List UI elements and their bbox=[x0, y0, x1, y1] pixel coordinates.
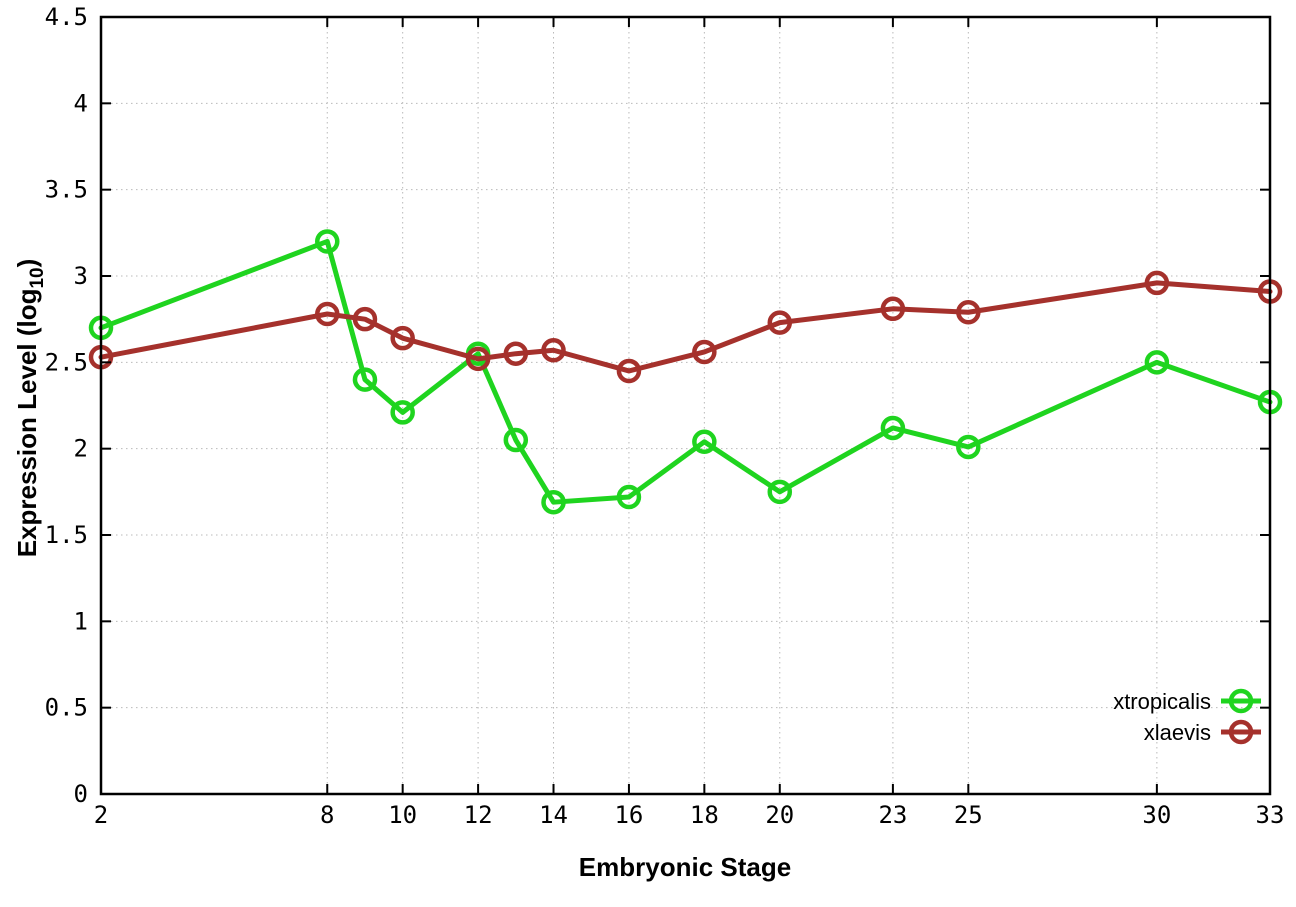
y-tick-label: 1.5 bbox=[45, 521, 88, 549]
plot-border bbox=[99, 15, 1272, 796]
data-point-xlaevis bbox=[692, 339, 717, 365]
data-point-xlaevis bbox=[1144, 270, 1170, 296]
y-axis-title-main: Expression Level (log bbox=[12, 289, 42, 558]
data-point-xlaevis bbox=[880, 296, 906, 322]
data-point-xtropicalis bbox=[503, 427, 529, 453]
legend: xtropicalis xlaevis bbox=[1113, 688, 1261, 745]
data-point-xlaevis bbox=[465, 346, 491, 372]
y-axis-title-close: ) bbox=[12, 259, 42, 268]
y-tick-label: 0.5 bbox=[45, 694, 88, 722]
x-tick-label: 8 bbox=[320, 801, 334, 829]
data-point-xlaevis bbox=[352, 306, 378, 332]
ticks-layer bbox=[100, 16, 1271, 795]
legend-item-xtropicalis: xtropicalis bbox=[1113, 688, 1261, 714]
y-tick-label: 3.5 bbox=[45, 176, 88, 204]
series-line-xtropicalis bbox=[98, 238, 1273, 505]
legend-marker-xtropicalis bbox=[1228, 688, 1254, 714]
x-tick-label: 16 bbox=[614, 801, 643, 829]
y-tick-label: 2.5 bbox=[45, 348, 88, 376]
data-point-xlaevis bbox=[767, 310, 793, 335]
x-tick-label: 12 bbox=[464, 801, 493, 829]
data-point-xtropicalis bbox=[692, 429, 717, 455]
data-point-xlaevis bbox=[390, 325, 415, 351]
x-tick-label: 25 bbox=[954, 801, 983, 829]
grid-layer bbox=[100, 16, 1271, 795]
legend-label-xtropicalis: xtropicalis bbox=[1113, 689, 1211, 714]
x-tick-label: 30 bbox=[1142, 801, 1171, 829]
tick-labels-layer: 2 8 10 12 14 16 18 20 23 25 30 33 0 0.5 1 1.5 2 2.5 3 3.5 4 4… bbox=[45, 3, 1285, 829]
x-tick-label: 33 bbox=[1256, 801, 1285, 829]
legend-item-xlaevis: xlaevis bbox=[1144, 719, 1261, 745]
data-point-xtropicalis bbox=[315, 229, 340, 254]
data-point-xtropicalis bbox=[390, 400, 415, 425]
x-tick-label: 23 bbox=[878, 801, 907, 829]
x-tick-label: 14 bbox=[539, 801, 568, 829]
y-tick-label: 2 bbox=[74, 435, 88, 463]
data-point-xlaevis bbox=[956, 300, 981, 325]
data-point-xtropicalis bbox=[767, 479, 793, 505]
data-point-xtropicalis bbox=[541, 489, 566, 515]
x-tick-label: 2 bbox=[94, 801, 108, 829]
y-tick-label: 3 bbox=[74, 262, 88, 290]
series-layer bbox=[88, 229, 1283, 515]
data-point-xtropicalis bbox=[352, 367, 378, 392]
y-tick-label: 0 bbox=[74, 780, 88, 808]
y-tick-label: 4.5 bbox=[45, 3, 88, 31]
data-point-xlaevis bbox=[616, 358, 642, 384]
data-point-xlaevis bbox=[315, 301, 340, 327]
x-tick-label: 18 bbox=[690, 801, 719, 829]
y-axis-title: Expression Level (log10) bbox=[12, 259, 48, 558]
x-axis-title: Embryonic Stage bbox=[579, 852, 791, 882]
y-axis-title-subscript: 10 bbox=[27, 267, 48, 288]
data-point-xlaevis bbox=[503, 341, 529, 366]
legend-marker-xlaevis bbox=[1228, 719, 1254, 745]
data-point-xtropicalis bbox=[1144, 350, 1170, 375]
data-point-xlaevis bbox=[541, 337, 566, 363]
data-point-xtropicalis bbox=[616, 484, 642, 510]
series-line-xlaevis bbox=[98, 280, 1273, 374]
data-point-xtropicalis bbox=[956, 434, 981, 460]
series-xlaevis bbox=[88, 270, 1283, 384]
y-tick-label: 1 bbox=[74, 607, 88, 635]
legend-label-xlaevis: xlaevis bbox=[1144, 720, 1211, 745]
y-tick-label: 4 bbox=[74, 89, 88, 117]
x-tick-label: 10 bbox=[388, 801, 417, 829]
x-tick-label: 20 bbox=[765, 801, 794, 829]
series-xtropicalis bbox=[88, 229, 1283, 515]
data-point-xtropicalis bbox=[880, 415, 906, 441]
